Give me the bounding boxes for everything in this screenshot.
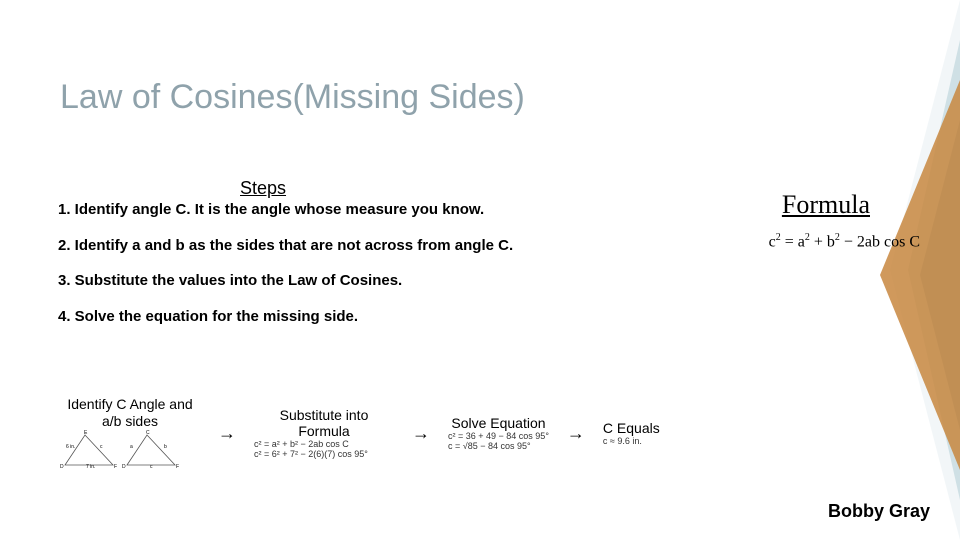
svg-text:E: E: [84, 430, 88, 436]
step-1: 1. Identify angle C. It is the angle who…: [58, 200, 638, 220]
svg-text:D: D: [122, 464, 126, 470]
svg-text:F: F: [114, 464, 117, 470]
flow-step-4-math-1: c ≈ 9.6 in.: [603, 437, 660, 447]
step-2: 2. Identify a and b as the sides that ar…: [58, 236, 638, 256]
svg-text:c: c: [100, 444, 103, 450]
flow-step-3: Solve Equation c² = 36 + 49 − 84 cos 95°…: [448, 415, 549, 452]
flow-step-2-math-2: c² = 6² + 7² − 2(6)(7) cos 95°: [254, 450, 394, 460]
svg-text:6 in.: 6 in.: [66, 444, 75, 450]
flow-row: Identify C Angle and a/b sides D E F 6 i…: [60, 396, 920, 470]
arrow-icon: →: [567, 423, 585, 444]
diagram-left: D E F 6 in. c 7 in.: [60, 430, 118, 470]
svg-text:D: D: [60, 464, 64, 470]
diagram-right: D C F a b c: [122, 430, 180, 470]
flow-step-2-label: Substitute into Formula: [254, 407, 394, 441]
arrow-icon: →: [218, 423, 236, 444]
step-3: 3. Substitute the values into the Law of…: [58, 271, 638, 291]
decor-tri-3: [920, 120, 960, 430]
flow-step-4-label: C Equals: [603, 420, 660, 437]
formula-equation: c2 = a2 + b2 − 2ab cos C: [769, 232, 920, 251]
svg-text:F: F: [176, 464, 179, 470]
slide: Law of Cosines(Missing Sides) Steps 1. I…: [0, 0, 960, 540]
steps-list: 1. Identify angle C. It is the angle who…: [58, 200, 638, 342]
svg-text:7 in.: 7 in.: [86, 464, 95, 470]
flow-step-3-math-2: c = √85 − 84 cos 95°: [448, 442, 549, 452]
page-title: Law of Cosines(Missing Sides): [60, 78, 525, 117]
flow-step-2: Substitute into Formula c² = a² + b² − 2…: [254, 407, 394, 460]
flow-step-3-label: Solve Equation: [448, 415, 549, 432]
flow-step-1-label: Identify C Angle and a/b sides: [60, 396, 200, 430]
svg-text:b: b: [164, 444, 167, 450]
svg-text:C: C: [146, 430, 150, 436]
formula-heading: Formula: [782, 190, 870, 220]
author-name: Bobby Gray: [828, 501, 930, 522]
step-4: 4. Solve the equation for the missing si…: [58, 307, 638, 327]
flow-step-1-diagrams: D E F 6 in. c 7 in. D C F a b c: [60, 430, 200, 470]
arrow-icon: →: [412, 423, 430, 444]
svg-text:a: a: [130, 444, 133, 450]
flow-step-4: C Equals c ≈ 9.6 in.: [603, 420, 660, 447]
steps-heading: Steps: [240, 178, 286, 199]
flow-step-1: Identify C Angle and a/b sides D E F 6 i…: [60, 396, 200, 470]
